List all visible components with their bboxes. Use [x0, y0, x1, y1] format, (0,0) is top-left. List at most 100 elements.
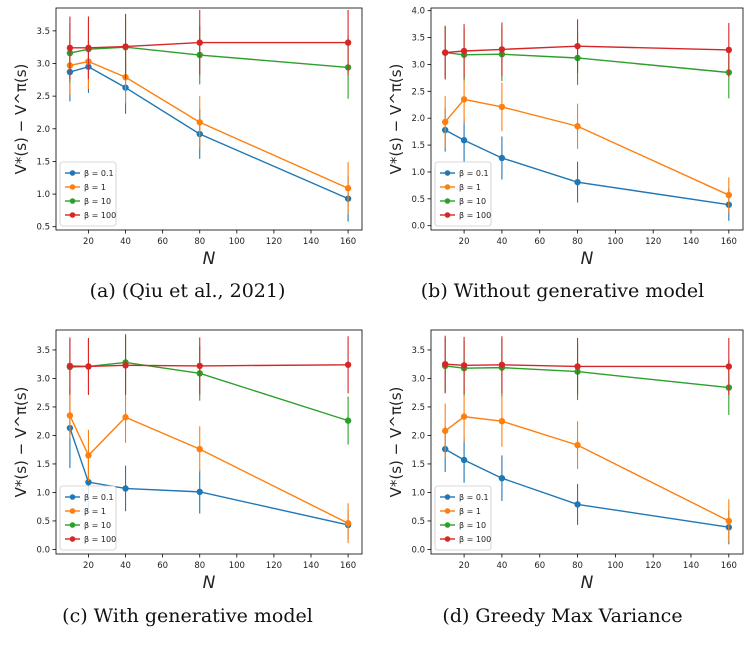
x-tick-label: 40: [120, 561, 131, 571]
data-point: [441, 427, 449, 435]
data-point: [66, 362, 74, 370]
x-tick-label: 140: [683, 237, 699, 247]
legend-box: [434, 161, 492, 227]
y-axis-label: V*(s) − V^π(s): [387, 64, 405, 175]
legend-label: β = 10: [459, 521, 486, 530]
x-tick-label: 20: [459, 561, 470, 571]
y-tick-label: 2.5: [36, 403, 50, 413]
series-line: [69, 361, 349, 422]
y-tick-label: 2.0: [36, 431, 50, 441]
y-tick-label: 2.0: [411, 114, 425, 124]
data-point: [498, 474, 506, 482]
y-tick-label: 1.5: [36, 460, 50, 470]
x-tick-label: 60: [534, 237, 545, 247]
chart-panel-a: 20 40 60 80 100 120 140 160 0.5 1.0 1.5 2.0 2.5 3.0 3.…: [0, 0, 375, 322]
caption-d: (d) Greedy Max Variance: [442, 605, 683, 627]
y-tick-label: 3.5: [36, 346, 50, 356]
data-point: [460, 137, 468, 144]
series-line: [445, 365, 729, 389]
y-tick-label: 1.0: [411, 488, 425, 498]
y-tick-label: 1.5: [36, 157, 50, 167]
legend-swatch-marker: [444, 198, 451, 204]
data-point: [441, 49, 449, 56]
legend-label: β = 100: [84, 535, 116, 544]
y-tick-label: 1.5: [411, 460, 425, 470]
y-tick-label: 2.5: [36, 92, 50, 102]
data-point: [498, 417, 506, 425]
data-point: [122, 362, 129, 369]
x-tick-label: 120: [266, 561, 282, 571]
series-3: [66, 335, 352, 395]
x-tick-label: 80: [572, 561, 583, 571]
x-tick-label: 140: [683, 561, 699, 571]
y-tick-label: 1.0: [36, 190, 50, 200]
data-point: [196, 39, 203, 46]
x-tick-label: 40: [496, 561, 507, 571]
legend-swatch-marker: [69, 536, 76, 542]
legend-label: β = 10: [84, 521, 111, 530]
caption-c: (c) With generative model: [62, 605, 313, 627]
data-point: [725, 517, 733, 525]
series-line: [445, 363, 729, 368]
legend-label: β = 0.1: [459, 493, 489, 502]
legend-swatch-marker: [444, 170, 451, 176]
data-point: [574, 441, 581, 449]
chart-d: 20 40 60 80 100 120 140 160 0.0 0.5 1.0 1.5 2.0 2.5 3.…: [387, 329, 744, 593]
chart-panel-c: 20 40 60 80 100 120 140 160 0.0 0.5 1.0 1.5 2.0 2.5 3.…: [0, 322, 375, 645]
legend-label: β = 0.1: [459, 169, 489, 178]
series-2: [66, 17, 352, 99]
legend-label: β = 10: [84, 197, 111, 206]
x-tick-label: 20: [459, 237, 470, 247]
data-point: [574, 178, 581, 186]
y-tick-label: 4.0: [411, 7, 425, 17]
chart-b: 20 40 60 80 100 120 140 160 0.0 0.5 1.0 1.5 2.0 2.5 3.…: [387, 7, 744, 269]
data-point: [460, 47, 468, 55]
x-tick-label: 120: [266, 237, 282, 247]
legend-label: β = 1: [84, 507, 106, 516]
data-point: [344, 417, 352, 424]
y-tick-label: 3.0: [36, 374, 50, 384]
data-point: [344, 185, 352, 192]
series-2: [441, 338, 733, 415]
series-1: [66, 391, 352, 544]
data-point: [344, 361, 352, 368]
legend-swatch-marker: [69, 522, 76, 528]
legend-swatch-marker: [444, 184, 451, 190]
data-point: [122, 485, 129, 492]
x-tick-label: 120: [645, 561, 661, 571]
data-point: [725, 191, 733, 199]
x-tick-label: 160: [721, 561, 737, 571]
y-axis-label: V*(s) − V^π(s): [12, 387, 30, 498]
data-point: [85, 44, 92, 52]
y-tick-label: 3.5: [411, 346, 425, 356]
series-2: [441, 26, 733, 99]
x-tick-label: 140: [303, 561, 319, 571]
legend-swatch-marker: [444, 522, 451, 528]
legend-swatch-marker: [444, 508, 451, 514]
plot-frame: [430, 329, 744, 555]
data-point: [196, 488, 203, 496]
y-tick-label: 0.0: [411, 222, 425, 232]
x-axis-label: N: [203, 573, 216, 593]
series-line: [69, 364, 349, 368]
x-tick-label: 40: [120, 237, 131, 247]
data-point: [574, 501, 581, 508]
y-tick-label: 2.0: [411, 431, 425, 441]
data-point: [460, 413, 468, 420]
legend-label: β = 100: [459, 211, 491, 220]
data-point: [441, 360, 449, 368]
legend-swatch-marker: [69, 184, 76, 190]
y-tick-label: 3.0: [36, 60, 50, 70]
series-line: [69, 41, 349, 49]
x-tick-label: 160: [340, 237, 356, 247]
chart-c: 20 40 60 80 100 120 140 160 0.0 0.5 1.0 1.5 2.0 2.5 3.…: [12, 329, 363, 593]
legend-box: [59, 161, 117, 227]
x-tick-label: 20: [83, 237, 94, 247]
legend-swatch-marker: [69, 212, 76, 218]
chart-panel-d: 20 40 60 80 100 120 140 160 0.0 0.5 1.0 1.5 2.0 2.5 3.…: [375, 322, 750, 645]
caption-b: (b) Without generative model: [420, 280, 705, 302]
data-point: [196, 119, 203, 126]
x-tick-label: 80: [194, 237, 205, 247]
data-point: [196, 362, 203, 370]
data-point: [66, 44, 74, 52]
